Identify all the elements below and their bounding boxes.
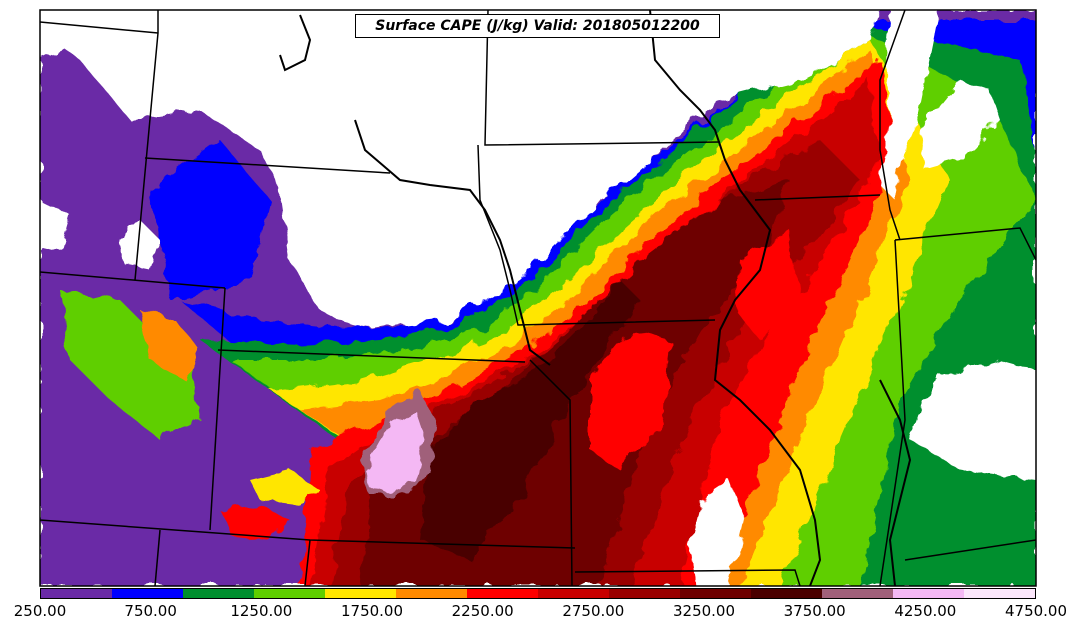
colorbar-tick-label: 1250.00 [230, 602, 293, 620]
colorbar-tick-label: 4250.00 [894, 602, 957, 620]
colorbar-tick-label: 750.00 [124, 602, 177, 620]
cape-contours [40, 10, 1036, 586]
map-title: Surface CAPE (J/kg) Valid: 201805012200 [355, 14, 720, 38]
colorbar-tick-label: 3750.00 [783, 602, 846, 620]
colorbar-segment [41, 589, 112, 598]
colorbar-tick-label: 4750.00 [1004, 602, 1068, 620]
colorbar-segment [609, 589, 680, 598]
colorbar-segment [396, 589, 467, 598]
colorbar-segment [538, 589, 609, 598]
state-boundaries [40, 10, 1036, 586]
colorbar-segment [680, 589, 751, 598]
colorbar-segment [325, 589, 396, 598]
colorbar-tick-label: 2750.00 [562, 602, 625, 620]
colorbar-tick-label: 3250.00 [672, 602, 736, 620]
map-frame [39, 9, 1037, 587]
colorbar-tick-label: 2250.00 [451, 602, 514, 620]
colorbar-segment [254, 589, 325, 598]
colorbar-segment [751, 589, 822, 598]
colorbar-segment [183, 589, 254, 598]
colorbar-segment [467, 589, 538, 598]
colorbar [40, 588, 1036, 599]
colorbar-segment [893, 589, 964, 598]
colorbar-tick-label: 250.00 [13, 602, 67, 620]
colorbar-tick-label: 1750.00 [340, 602, 404, 620]
rivers [279, 10, 912, 586]
colorbar-segment [822, 589, 893, 598]
colorbar-segment [964, 589, 1035, 598]
colorbar-segment [112, 589, 183, 598]
colorbar-tick-labels: 250.00 750.00 1250.00 1750.00 2250.00 2750.00… [0, 600, 1081, 630]
